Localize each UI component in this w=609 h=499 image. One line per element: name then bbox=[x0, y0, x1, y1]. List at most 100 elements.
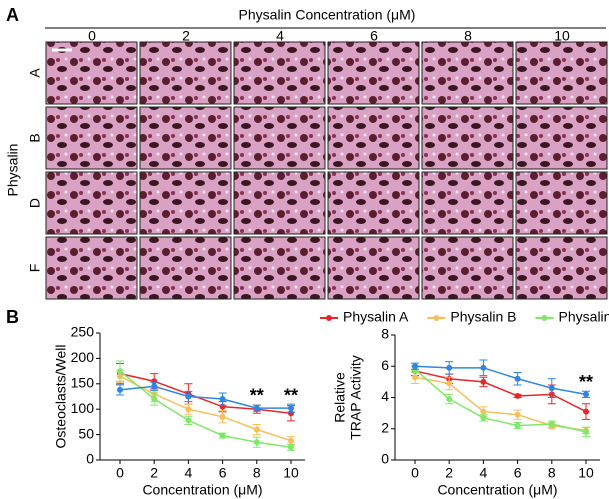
x-tick-label: 8 bbox=[253, 465, 261, 481]
x-tick-label: 2 bbox=[445, 465, 453, 481]
point bbox=[219, 413, 226, 420]
micrograph bbox=[45, 236, 138, 300]
point bbox=[412, 363, 418, 370]
micrograph-grid: 0 2 4 6 8 10 A B D F bbox=[27, 28, 608, 300]
y-tick-label: 200 bbox=[71, 349, 95, 365]
point bbox=[446, 364, 453, 371]
micrograph bbox=[515, 106, 608, 170]
x-tick-label: 10 bbox=[578, 465, 594, 481]
series-line bbox=[119, 385, 291, 409]
x-tick-label: 6 bbox=[219, 465, 227, 481]
x-tick-label: 0 bbox=[116, 465, 124, 481]
point bbox=[548, 421, 555, 428]
point bbox=[288, 444, 294, 451]
point bbox=[514, 375, 521, 382]
series-line bbox=[414, 376, 587, 432]
series-line bbox=[414, 365, 587, 396]
point bbox=[288, 405, 294, 412]
legend-marker bbox=[541, 315, 548, 321]
point bbox=[480, 364, 487, 371]
micrograph bbox=[139, 171, 232, 235]
point bbox=[446, 380, 453, 387]
y-tick-label: 8 bbox=[381, 326, 389, 342]
y-axis-label: Osteoclasts/Well bbox=[53, 345, 69, 449]
column-label: 10 bbox=[554, 28, 570, 44]
micrograph bbox=[233, 236, 326, 300]
micrograph bbox=[327, 106, 420, 170]
column-label: 0 bbox=[88, 28, 96, 44]
point bbox=[185, 417, 192, 424]
point bbox=[185, 393, 192, 400]
point bbox=[253, 426, 260, 433]
y-axis-label: TRAP Activity bbox=[348, 355, 364, 440]
micrograph bbox=[45, 171, 138, 235]
micrograph bbox=[139, 41, 232, 105]
column-label: 8 bbox=[464, 28, 472, 44]
point bbox=[117, 386, 123, 393]
micrograph bbox=[515, 171, 608, 235]
micrograph bbox=[139, 236, 232, 300]
panel-label: A bbox=[6, 5, 19, 25]
row-label: A bbox=[27, 68, 43, 78]
row-label: B bbox=[27, 133, 43, 142]
column-label: 2 bbox=[182, 28, 190, 44]
y-tick-label: 6 bbox=[381, 357, 389, 373]
micrograph bbox=[45, 41, 138, 105]
point bbox=[151, 383, 158, 390]
micrograph bbox=[233, 171, 326, 235]
point bbox=[412, 374, 418, 381]
micrograph bbox=[139, 106, 232, 170]
column-label: 6 bbox=[370, 28, 378, 44]
series-line bbox=[119, 372, 292, 415]
series-line bbox=[119, 370, 292, 449]
legend-label: Physalin B bbox=[450, 309, 516, 325]
micrograph bbox=[327, 41, 420, 105]
micrograph bbox=[233, 41, 326, 105]
y-tick-label: 2 bbox=[381, 419, 389, 435]
point bbox=[514, 411, 521, 418]
point bbox=[514, 392, 521, 399]
legend-marker bbox=[326, 315, 332, 321]
point bbox=[548, 385, 555, 392]
micrograph bbox=[327, 236, 420, 300]
micrograph bbox=[327, 171, 420, 235]
y-tick-label: 250 bbox=[71, 324, 95, 340]
micrograph bbox=[515, 236, 608, 300]
micrograph bbox=[45, 106, 138, 170]
point bbox=[219, 432, 226, 439]
x-tick-label: 2 bbox=[150, 465, 158, 481]
point bbox=[480, 378, 487, 385]
point bbox=[583, 408, 589, 415]
annotation: ** bbox=[250, 385, 264, 405]
y-tick-label: 150 bbox=[71, 375, 95, 391]
y-axis-label: Relative bbox=[332, 372, 348, 423]
y-tick-label: 50 bbox=[78, 425, 94, 441]
point bbox=[219, 396, 226, 403]
point bbox=[185, 406, 192, 413]
x-tick-label: 6 bbox=[514, 465, 522, 481]
panel-title: Physalin Concentration (μM) bbox=[239, 7, 416, 23]
x-tick-label: 8 bbox=[548, 465, 556, 481]
x-axis-label: Concentration (μM) bbox=[142, 482, 262, 498]
x-tick-label: 0 bbox=[411, 465, 419, 481]
micrograph bbox=[421, 41, 514, 105]
micrograph bbox=[421, 171, 514, 235]
row-title: Physalin bbox=[5, 144, 21, 197]
column-label: 4 bbox=[276, 28, 284, 44]
x-tick-label: 4 bbox=[480, 465, 488, 481]
legend-label: Physalin A bbox=[343, 309, 409, 325]
y-tick-label: 4 bbox=[381, 388, 389, 404]
point bbox=[480, 414, 487, 421]
micrograph bbox=[233, 106, 326, 170]
row-label: F bbox=[27, 264, 43, 273]
panel-label: B bbox=[6, 307, 19, 327]
row-label: D bbox=[27, 198, 43, 208]
y-tick-label: 0 bbox=[381, 451, 389, 467]
point bbox=[117, 368, 123, 375]
point bbox=[446, 396, 453, 403]
legend-label: Physalin D bbox=[559, 309, 609, 325]
point bbox=[151, 396, 158, 403]
